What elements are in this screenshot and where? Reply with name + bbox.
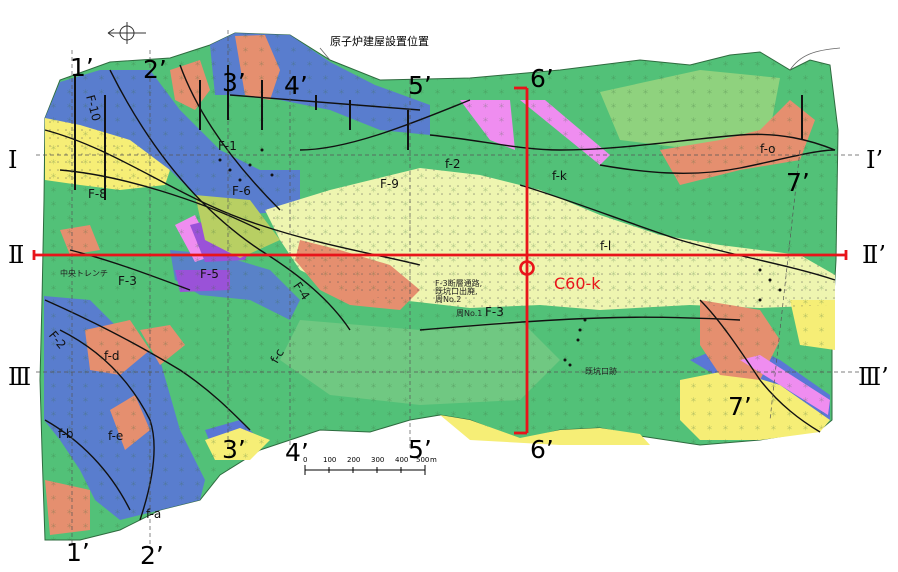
north-arrow-icon (107, 22, 146, 44)
note-old-adit: 既坑口跡 (585, 367, 617, 376)
scale-tick-500: 500 (416, 456, 430, 464)
fault-label-fd: f-d (104, 349, 120, 363)
section-label-bottom-4: 4’ (285, 438, 309, 467)
borehole-dots (218, 148, 782, 367)
scale-tick-300: 300 (371, 456, 385, 464)
section-roman-right-2: Ⅱ’ (862, 241, 886, 269)
section-label-top-5: 5’ (408, 71, 432, 100)
yellow-region (440, 415, 650, 445)
fault-label-f8: F-8 (88, 187, 107, 201)
boundary-lines (319, 47, 841, 71)
fault-label-f1: F-1 (218, 139, 237, 153)
section-label-top-2: 2’ (143, 55, 167, 84)
section-label-top-3: 3’ (222, 68, 246, 97)
fault-label-f2-mid: f-2 (445, 157, 461, 171)
borehole-point-marker (519, 260, 535, 276)
borehole-lines (74, 65, 803, 200)
scale-bar (304, 465, 426, 475)
section-label-7-bottom: 7’ (728, 392, 752, 421)
fault-label-fe: f-e (108, 429, 124, 443)
section-label-bottom-3: 3’ (222, 435, 246, 464)
fault-label-fa: f-a (146, 507, 162, 521)
tick-texture (40, 33, 838, 540)
scale-unit: m (430, 456, 437, 464)
section-roman-right-1: Ⅰ’ (866, 146, 884, 174)
fault-label-fb: f-b (58, 427, 74, 441)
fault-label-fk-1: f-k (552, 169, 567, 183)
fault-label-f3-west: F-3 (118, 274, 137, 288)
scale-tick-0: 0 (303, 456, 308, 464)
fault-label-f9: F-9 (380, 177, 399, 191)
fault-label-f5: F-5 (200, 267, 219, 281)
section-roman-left-1: Ⅰ (8, 146, 18, 174)
scale-tick-400: 400 (395, 456, 409, 464)
section-label-bottom-1: 1’ (66, 538, 90, 567)
section-label-bottom-5: 5’ (408, 435, 432, 464)
scale-tick-200: 200 (347, 456, 361, 464)
fault-label-fl: f-l (600, 239, 612, 253)
fault-label-fo: f-o (760, 142, 776, 156)
point-label: C60-k (554, 274, 601, 293)
section-label-top-6: 6’ (530, 64, 554, 93)
section-roman-right-3: Ⅲ’ (858, 363, 889, 391)
scale-tick-100: 100 (323, 456, 337, 464)
section-label-bottom-6: 6’ (530, 435, 554, 464)
note-central-trench: 中央トレンチ (60, 269, 108, 278)
note-fault-passage: F-3断層通路, 既坑口出廃, 周No.2 (435, 279, 483, 304)
section-roman-left-2: Ⅱ (8, 241, 25, 269)
fault-label-f6: F-6 (232, 184, 251, 198)
fault-label-f3-center: F-3 (485, 305, 504, 319)
section-label-bottom-2: 2’ (140, 541, 164, 570)
map-title: 原子炉建屋設置位置 (330, 35, 429, 48)
section-label-top-4: 4’ (284, 71, 308, 100)
note-no1: 周No.1 (456, 309, 483, 318)
section-roman-left-3: Ⅲ (8, 363, 32, 391)
section-label-7-top: 7’ (786, 168, 810, 197)
section-label-top-1: 1’ (70, 53, 94, 82)
